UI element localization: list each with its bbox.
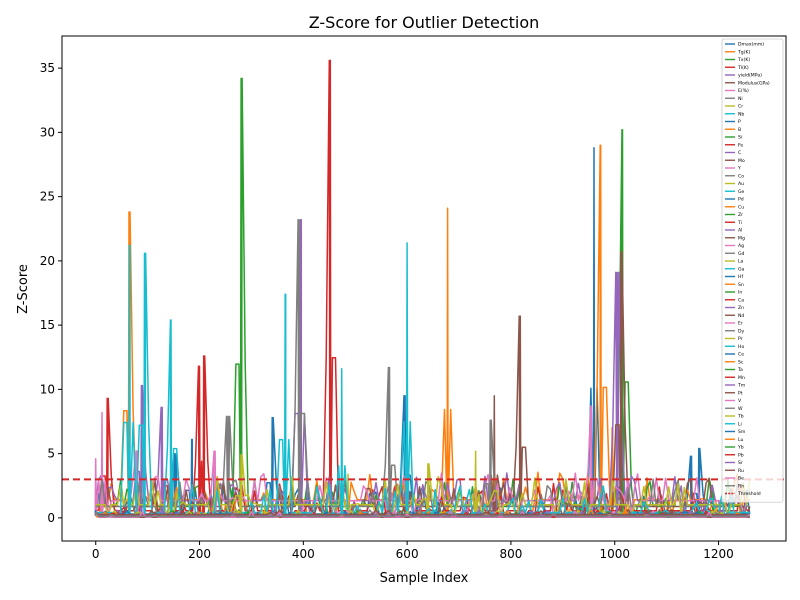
legend-label-ni: Ni	[738, 96, 743, 102]
legend-label-al: Al	[738, 228, 742, 234]
legend-label-ta: Ta	[737, 367, 743, 373]
x-tick-label: 800	[499, 547, 522, 561]
legend-label-pb: Pb	[738, 452, 744, 458]
legend-label-ca: Ca	[738, 297, 744, 303]
y-axis-label: Z-Score	[16, 264, 31, 314]
legend-label-ga: Ga	[738, 266, 745, 272]
legend-label-la: La	[738, 259, 744, 265]
series-line-ru	[94, 509, 750, 517]
legend-label-c: C	[738, 150, 741, 156]
series-line-nb	[95, 242, 750, 518]
legend-label-pd: Pd	[738, 197, 744, 203]
legend-label-yb: Yb	[737, 445, 744, 451]
legend-label-rh: Rh	[738, 483, 744, 489]
x-axis-label: Sample Index	[380, 571, 469, 586]
legend-label-dmax-mm: Dmax(mm)	[738, 42, 764, 48]
legend-label-zr: Zr	[738, 212, 743, 218]
y-tick-label: 10	[40, 382, 55, 396]
legend-label-be: Be	[738, 476, 744, 482]
legend: Dmax(mm)Tg(K) Tx(K) Tl(K) yield(MPa)Modulus…	[721, 38, 784, 503]
legend-label-v: V	[738, 398, 742, 404]
y-tick-label: 15	[40, 318, 55, 332]
legend-label-er: Er	[738, 321, 743, 327]
legend-label-yield-mpa: yield(MPa)	[738, 73, 762, 79]
y-tick-label: 5	[47, 447, 55, 461]
x-tick-label: 1200	[703, 547, 734, 561]
legend-label-ti: Ti	[737, 220, 742, 226]
legend-label-e: E(%)	[738, 88, 749, 94]
legend-label-cu: Cu	[738, 204, 744, 210]
legend-label-si: Si	[738, 135, 742, 141]
legend-label-hf: Hf	[738, 274, 743, 280]
legend-label-tb: Tb	[737, 414, 744, 420]
legend-label-lu: Lu	[738, 437, 743, 443]
legend-label-ho: Ho	[738, 344, 744, 350]
x-tick-label: 0	[92, 547, 100, 561]
legend-label-b: B	[738, 127, 741, 133]
y-tick-label: 35	[40, 61, 55, 75]
legend-label-co: Co	[738, 173, 744, 179]
legend-label-pr: Pr	[738, 336, 743, 342]
x-tick-label: 200	[188, 547, 211, 561]
legend-label-tx-k: Tx(K)	[737, 57, 750, 63]
x-axis: 0 200 400 600 800 1000 1200	[92, 541, 734, 561]
legend-label-sn: Sn	[738, 282, 744, 288]
legend-label-sc: Sc	[738, 359, 744, 365]
legend-box	[721, 38, 784, 503]
y-tick-label: 25	[40, 190, 55, 204]
legend-label-w: W	[738, 406, 743, 412]
legend-label-nb: Nb	[738, 111, 744, 117]
legend-label-in: In	[738, 290, 742, 296]
series-line-rh	[94, 511, 750, 518]
legend-label-mo: Mo	[738, 158, 745, 164]
x-tick-label: 1000	[599, 547, 630, 561]
plot-frame	[61, 35, 787, 542]
series-line-e	[94, 405, 750, 518]
legend-label-fe: Fe	[738, 142, 743, 148]
y-tick-label: 20	[40, 254, 55, 268]
legend-label-sr: Sr	[738, 460, 743, 466]
y-tick-label: 0	[47, 511, 55, 525]
y-tick-label: 30	[40, 125, 55, 139]
y-axis: 0 5 10 15 20 25 30 35	[40, 61, 62, 525]
legend-label-pt: Pt	[738, 390, 743, 396]
legend-label-tl-k: Tl(K)	[737, 65, 749, 71]
legend-label-gd: Gd	[738, 251, 745, 257]
legend-label-ru: Ru	[738, 468, 744, 474]
legend-label-tg-k: Tg(K)	[737, 49, 751, 55]
legend-label-mg: Mg	[738, 235, 745, 241]
legend-label-ag: Ag	[738, 243, 744, 249]
legend-label-threshold: Threshold	[737, 491, 761, 497]
legend-label-li: Li	[738, 421, 742, 427]
series-layer	[94, 59, 751, 518]
legend-label-ge: Ge	[738, 189, 745, 195]
legend-label-au: Au	[738, 181, 744, 187]
legend-label-sm: Sm	[738, 429, 746, 435]
legend-label-modulus-gpa: Modulus(GPa)	[738, 80, 770, 86]
legend-label-tm: Tm	[737, 383, 746, 389]
legend-label-cr: Cr	[738, 104, 743, 110]
legend-label-dy: Dy	[738, 328, 745, 334]
legend-label-p: P	[738, 119, 741, 125]
legend-label-mn: Mn	[738, 375, 745, 381]
x-tick-label: 400	[292, 547, 315, 561]
legend-label-ce: Ce	[738, 352, 744, 358]
x-tick-label: 600	[396, 547, 419, 561]
legend-label-zn: Zn	[738, 305, 744, 311]
chart-title: Z-Score for Outlier Detection	[309, 13, 540, 32]
legend-label-y: Y	[737, 166, 741, 172]
legend-label-nd: Nd	[738, 313, 744, 319]
